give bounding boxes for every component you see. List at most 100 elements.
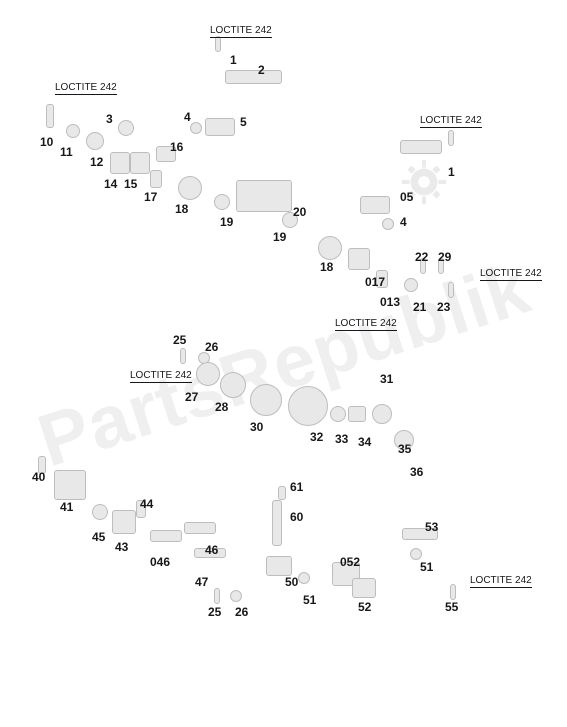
- part-p-scr-55: [450, 584, 456, 600]
- part-p-spr-46: [184, 522, 216, 534]
- part-p-wsh-26b: [230, 590, 242, 602]
- callout-l25b: 25: [208, 605, 221, 619]
- callout-l51a: 51: [303, 593, 316, 607]
- part-p-cup-18b: [318, 236, 342, 260]
- part-p-body-43: [112, 510, 136, 534]
- part-p-scr-23: [448, 282, 454, 298]
- callout-l2: 2: [258, 63, 265, 77]
- part-p-pin-17: [150, 170, 162, 188]
- callout-l50: 50: [285, 575, 298, 589]
- callout-l53: 53: [425, 520, 438, 534]
- callout-l21: 21: [413, 300, 426, 314]
- callout-l23: 23: [437, 300, 450, 314]
- callout-l20: 20: [293, 205, 306, 219]
- callout-l33: 33: [335, 432, 348, 446]
- part-p-cup-18a: [178, 176, 202, 200]
- part-p-lever-2: [225, 70, 282, 84]
- note-n6: LOCTITE 242: [130, 370, 192, 383]
- part-p-rod-60: [272, 500, 282, 546]
- part-p-sl-35: [372, 404, 392, 424]
- callout-l36: 36: [410, 465, 423, 479]
- part-p-spr-046: [150, 530, 182, 542]
- part-p-pawl-017: [348, 248, 370, 270]
- callout-l19b: 19: [273, 230, 286, 244]
- callout-l47: 47: [195, 575, 208, 589]
- callout-l44: 44: [140, 497, 153, 511]
- callout-l26b: 26: [235, 605, 248, 619]
- callout-l61: 61: [290, 480, 303, 494]
- note-n4: LOCTITE 242: [480, 268, 542, 281]
- part-p-scr-25a: [180, 348, 186, 364]
- callout-l052: 052: [340, 555, 360, 569]
- part-p-wash-11: [66, 124, 80, 138]
- callout-l46: 46: [205, 543, 218, 557]
- callout-l16: 16: [170, 140, 183, 154]
- part-p-pawl-15: [130, 152, 150, 174]
- part-p-ring-4: [190, 122, 202, 134]
- part-p-wsh-21: [404, 278, 418, 292]
- callout-l60: 60: [290, 510, 303, 524]
- callout-l12: 12: [90, 155, 103, 169]
- part-p-or-45: [92, 504, 108, 520]
- callout-l25a: 25: [173, 333, 186, 347]
- part-p-brg-30: [250, 384, 282, 416]
- callout-l3: 3: [106, 112, 113, 126]
- callout-l1: 1: [230, 53, 237, 67]
- callout-l046: 046: [150, 555, 170, 569]
- callout-l11: 11: [60, 145, 73, 159]
- part-p-wsh-51b: [410, 548, 422, 560]
- watermark-text: PartsRepublik: [28, 244, 540, 483]
- callout-l17: 17: [144, 190, 157, 204]
- callout-l34: 34: [358, 435, 371, 449]
- note-n1: LOCTITE 242: [210, 25, 272, 38]
- part-p-wsh-51a: [298, 572, 310, 584]
- part-p-lev-50: [266, 556, 292, 576]
- note-n7: LOCTITE 242: [470, 575, 532, 588]
- callout-l28: 28: [215, 400, 228, 414]
- callout-l30: 30: [250, 420, 263, 434]
- part-p-screw-1b: [448, 130, 454, 146]
- callout-l22: 22: [415, 250, 428, 264]
- note-n2: LOCTITE 242: [55, 82, 117, 95]
- part-p-gear-32: [288, 386, 328, 426]
- callout-l4: 4: [184, 110, 191, 124]
- part-p-plug-05: [360, 196, 390, 214]
- callout-l35: 35: [398, 442, 411, 456]
- part-p-pawl-14: [110, 152, 130, 174]
- note-n5: LOCTITE 242: [335, 318, 397, 331]
- callout-l31: 31: [380, 372, 393, 386]
- part-p-bolt-10: [46, 104, 54, 128]
- part-p-shaft-20: [236, 180, 292, 212]
- part-p-screw-1: [215, 36, 221, 52]
- callout-l40: 40: [32, 470, 45, 484]
- part-p-scr-25b: [214, 588, 220, 604]
- part-p-or-19a: [214, 194, 230, 210]
- callout-l05: 05: [400, 190, 413, 204]
- callout-l4b: 4: [400, 215, 407, 229]
- callout-l18b: 18: [320, 260, 333, 274]
- callout-l5: 5: [240, 115, 247, 129]
- part-p-ring-4b: [382, 218, 394, 230]
- callout-l26a: 26: [205, 340, 218, 354]
- part-p-seal-12: [86, 132, 104, 150]
- note-n3: LOCTITE 242: [420, 115, 482, 128]
- callout-l10: 10: [40, 135, 53, 149]
- callout-l14: 14: [104, 177, 117, 191]
- callout-l1b: 1: [448, 165, 455, 179]
- callout-l45: 45: [92, 530, 105, 544]
- callout-l55: 55: [445, 600, 458, 614]
- callout-l43: 43: [115, 540, 128, 554]
- callout-l29: 29: [438, 250, 451, 264]
- part-p-lever-1b: [400, 140, 442, 154]
- part-p-wsh-33: [330, 406, 346, 422]
- part-p-bush-3: [118, 120, 134, 136]
- part-p-pin-61: [278, 486, 286, 500]
- part-p-plug-5: [205, 118, 235, 136]
- callout-l52: 52: [358, 600, 371, 614]
- part-p-brg-28: [220, 372, 246, 398]
- callout-l19a: 19: [220, 215, 233, 229]
- part-p-cov-41: [54, 470, 86, 500]
- part-p-brg-27: [196, 362, 220, 386]
- part-p-hsg-52: [352, 578, 376, 598]
- callout-l013: 013: [380, 295, 400, 309]
